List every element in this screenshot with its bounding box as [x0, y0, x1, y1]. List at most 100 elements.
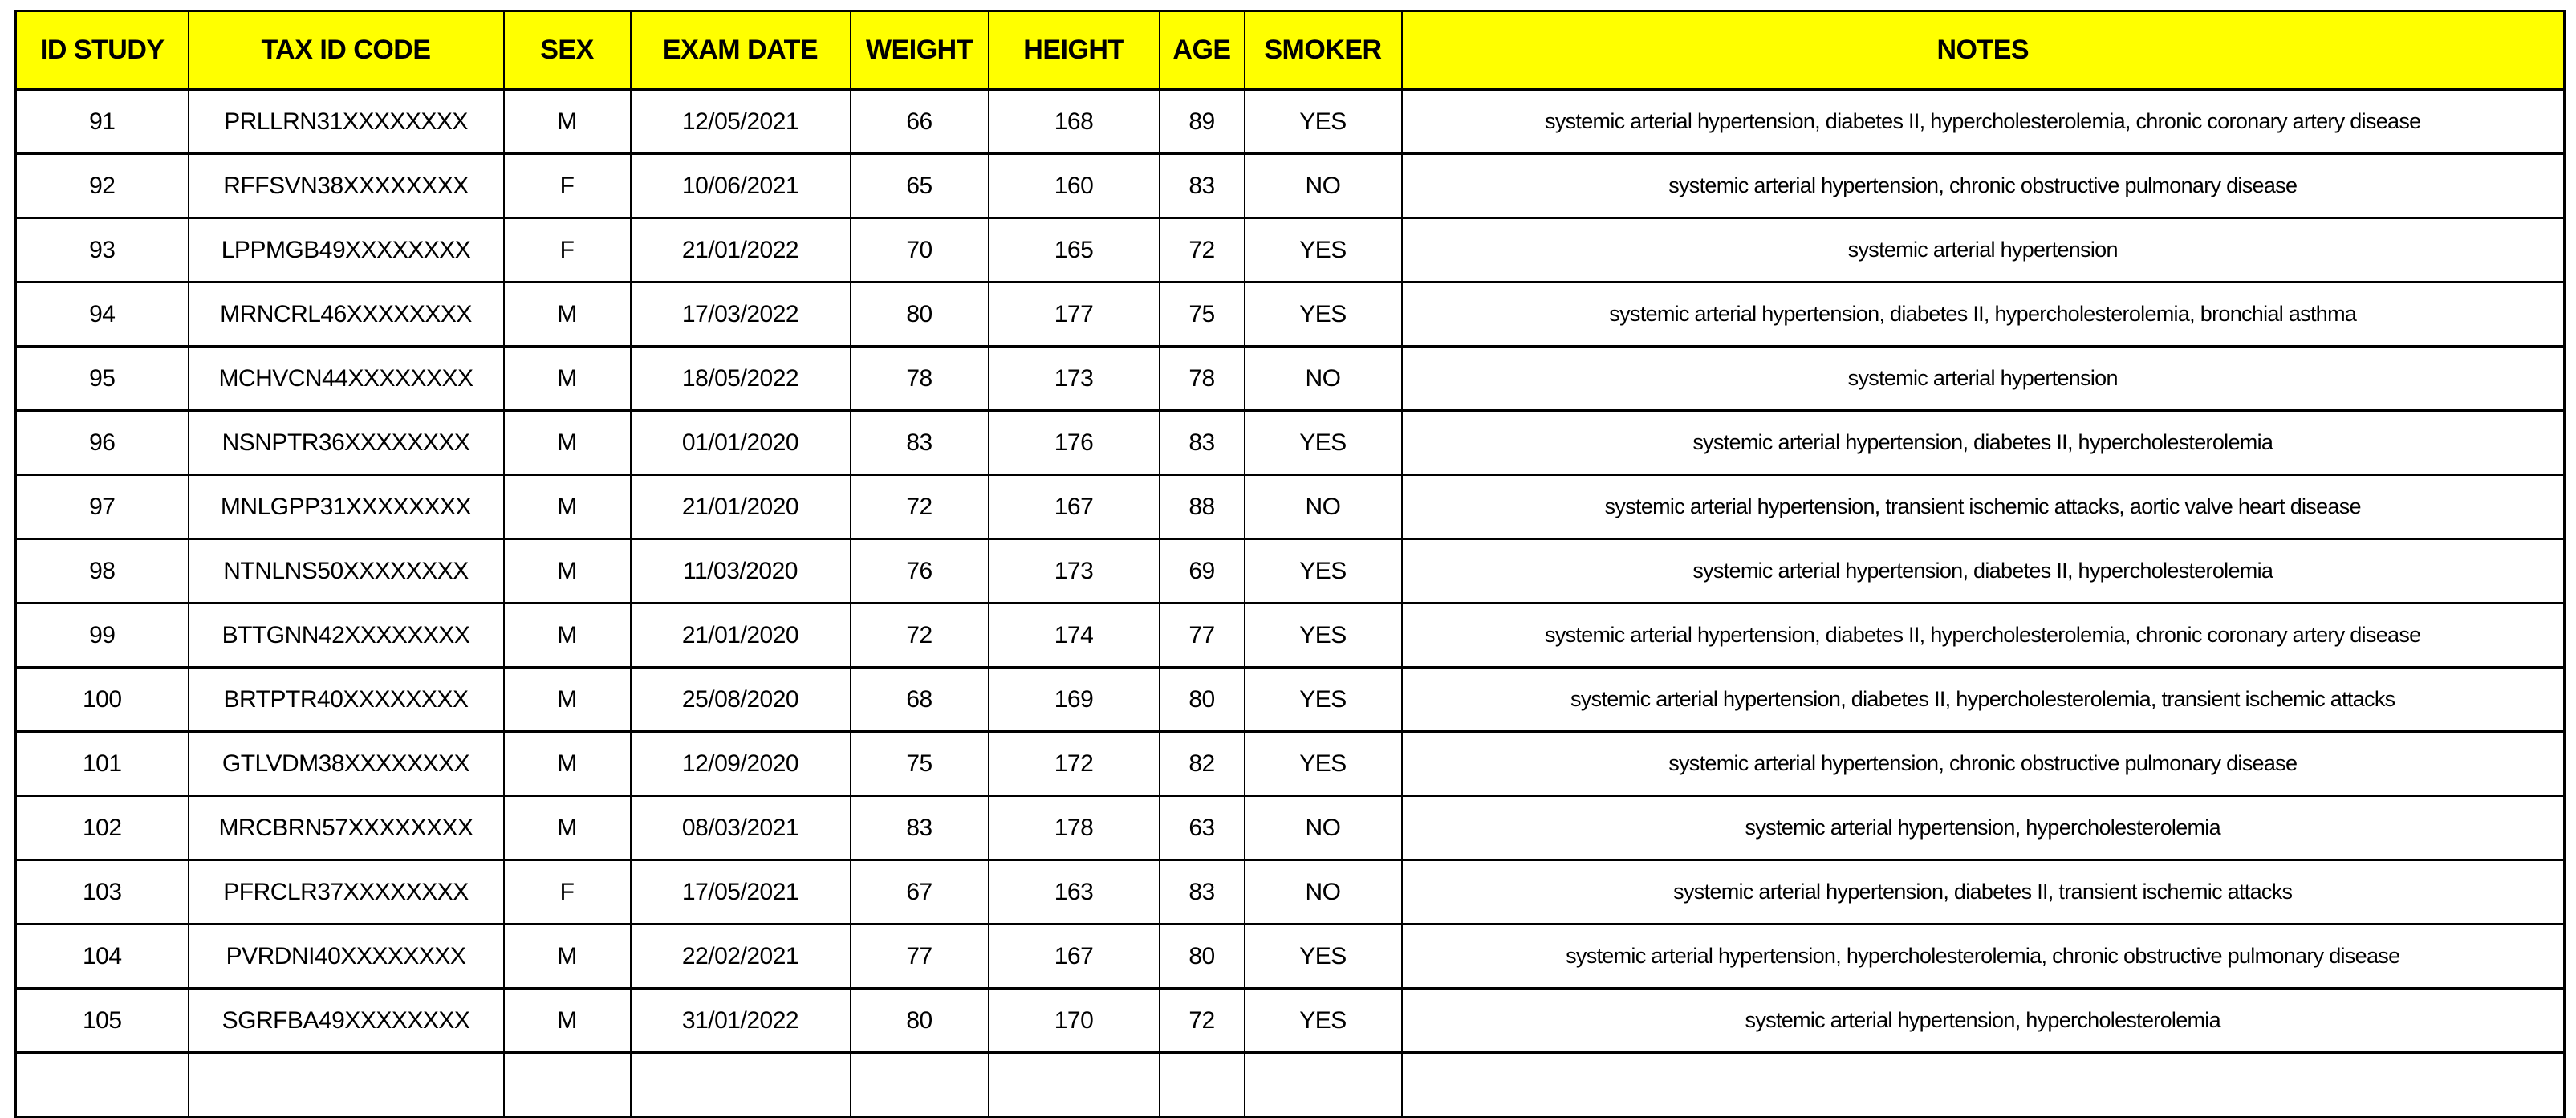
cell-height: 172 [987, 730, 1160, 797]
cell-exam_date: 01/01/2020 [629, 409, 851, 476]
cell-empty [629, 1051, 851, 1118]
cell-sex: M [502, 730, 632, 797]
cell-smoker: YES [1243, 987, 1403, 1054]
cell-age: 63 [1158, 795, 1245, 861]
cell-sex: M [502, 88, 632, 155]
cell-smoker: YES [1243, 217, 1403, 283]
cell-height: 173 [987, 538, 1160, 604]
cell-exam_date: 12/05/2021 [629, 88, 851, 155]
cell-notes: systemic arterial hypertension, hypercho… [1400, 923, 2566, 990]
cell-sex: M [502, 345, 632, 412]
cell-notes: systemic arterial hypertension, hypercho… [1400, 795, 2566, 861]
cell-smoker: YES [1243, 88, 1403, 155]
cell-weight: 83 [849, 409, 989, 476]
cell-smoker: YES [1243, 666, 1403, 733]
cell-sex: M [502, 281, 632, 348]
cell-sex: M [502, 987, 632, 1054]
cell-smoker: NO [1243, 152, 1403, 219]
table-body: 91 PRLLRN31XXXXXXXX M 12/05/2021 66 168 89 YES s… [14, 88, 2566, 1118]
cell-exam_date: 11/03/2020 [629, 538, 851, 604]
cell-exam_date: 17/05/2021 [629, 859, 851, 925]
cell-tax_id_code: GTLVDM38XXXXXXXX [187, 730, 505, 797]
cell-smoker: YES [1243, 281, 1403, 348]
table-header: ID STUDY TAX ID CODE SEX EXAM DATE WEIGHT HEI… [14, 10, 2566, 91]
header-row: ID STUDY TAX ID CODE SEX EXAM DATE WEIGHT HEI… [14, 10, 2566, 91]
cell-sex: M [502, 474, 632, 540]
cell-exam_date: 21/01/2020 [629, 474, 851, 540]
cell-notes: systemic arterial hypertension, chronic … [1400, 730, 2566, 797]
cell-tax_id_code: LPPMGB49XXXXXXXX [187, 217, 505, 283]
cell-notes: systemic arterial hypertension, diabetes… [1400, 281, 2566, 348]
cell-weight: 72 [849, 474, 989, 540]
cell-notes: systemic arterial hypertension [1400, 345, 2566, 412]
cell-weight: 70 [849, 217, 989, 283]
cell-tax_id_code: PFRCLR37XXXXXXXX [187, 859, 505, 925]
cell-smoker: YES [1243, 538, 1403, 604]
table-row: 100 BRTPTR40XXXXXXXX M 25/08/2020 68 169 80 YES… [14, 666, 2566, 733]
cell-id_study: 96 [14, 409, 189, 476]
cell-weight: 67 [849, 859, 989, 925]
cell-weight: 75 [849, 730, 989, 797]
cell-empty [502, 1051, 632, 1118]
column-header-exam_date: EXAM DATE [629, 10, 851, 91]
cell-tax_id_code: MCHVCN44XXXXXXXX [187, 345, 505, 412]
cell-tax_id_code: MNLGPP31XXXXXXXX [187, 474, 505, 540]
cell-weight: 76 [849, 538, 989, 604]
cell-age: 77 [1158, 602, 1245, 669]
cell-sex: M [502, 602, 632, 669]
cell-empty [14, 1051, 189, 1118]
cell-id_study: 100 [14, 666, 189, 733]
cell-exam_date: 18/05/2022 [629, 345, 851, 412]
cell-notes: systemic arterial hypertension, diabetes… [1400, 602, 2566, 669]
cell-height: 174 [987, 602, 1160, 669]
cell-empty [1243, 1051, 1403, 1118]
cell-weight: 66 [849, 88, 989, 155]
cell-tax_id_code: BRTPTR40XXXXXXXX [187, 666, 505, 733]
cell-empty [187, 1051, 505, 1118]
column-header-tax_id_code: TAX ID CODE [187, 10, 505, 91]
cell-age: 82 [1158, 730, 1245, 797]
cell-height: 178 [987, 795, 1160, 861]
cell-weight: 78 [849, 345, 989, 412]
cell-weight: 68 [849, 666, 989, 733]
cell-tax_id_code: RFFSVN38XXXXXXXX [187, 152, 505, 219]
cell-age: 72 [1158, 217, 1245, 283]
cell-smoker: YES [1243, 602, 1403, 669]
cell-exam_date: 25/08/2020 [629, 666, 851, 733]
partial-next-row [14, 1051, 2566, 1118]
cell-tax_id_code: NTNLNS50XXXXXXXX [187, 538, 505, 604]
cell-notes: systemic arterial hypertension, diabetes… [1400, 409, 2566, 476]
cell-smoker: YES [1243, 730, 1403, 797]
cell-sex: M [502, 666, 632, 733]
cell-id_study: 101 [14, 730, 189, 797]
cell-tax_id_code: NSNPTR36XXXXXXXX [187, 409, 505, 476]
cell-notes: systemic arterial hypertension, diabetes… [1400, 88, 2566, 155]
column-header-notes: NOTES [1400, 10, 2566, 91]
table-row: 97 MNLGPP31XXXXXXXX M 21/01/2020 72 167 88 NO sy… [14, 474, 2566, 540]
table-row: 105 SGRFBA49XXXXXXXX M 31/01/2022 80 170 72 YES… [14, 987, 2566, 1054]
cell-sex: M [502, 409, 632, 476]
cell-id_study: 91 [14, 88, 189, 155]
column-header-height: HEIGHT [987, 10, 1160, 91]
cell-id_study: 103 [14, 859, 189, 925]
table-row: 101 GTLVDM38XXXXXXXX M 12/09/2020 75 172 82 YES… [14, 730, 2566, 797]
cell-empty [987, 1051, 1160, 1118]
cell-notes: systemic arterial hypertension, diabetes… [1400, 666, 2566, 733]
cell-id_study: 98 [14, 538, 189, 604]
table-row: 93 LPPMGB49XXXXXXXX F 21/01/2022 70 165 72 YES s… [14, 217, 2566, 283]
cell-id_study: 105 [14, 987, 189, 1054]
cell-empty [1400, 1051, 2566, 1118]
cell-id_study: 104 [14, 923, 189, 990]
cell-smoker: NO [1243, 474, 1403, 540]
cell-age: 83 [1158, 409, 1245, 476]
cell-sex: M [502, 923, 632, 990]
cell-exam_date: 17/03/2022 [629, 281, 851, 348]
cell-height: 165 [987, 217, 1160, 283]
cell-sex: F [502, 152, 632, 219]
cell-smoker: YES [1243, 923, 1403, 990]
column-header-weight: WEIGHT [849, 10, 989, 91]
cell-age: 69 [1158, 538, 1245, 604]
cell-age: 75 [1158, 281, 1245, 348]
cell-exam_date: 21/01/2020 [629, 602, 851, 669]
cell-age: 80 [1158, 923, 1245, 990]
